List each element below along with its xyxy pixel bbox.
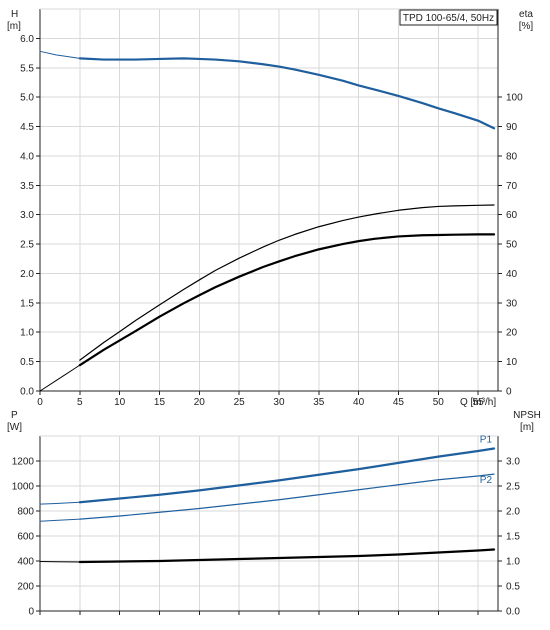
chart1-y-left-tick-label: 5.5 — [20, 63, 34, 74]
chart1-x-tick-label: 10 — [114, 397, 126, 408]
chart1-y-right-tick-label: 20 — [506, 328, 518, 339]
chart1-y-right-label: eta — [519, 9, 533, 20]
chart1-y-left-tick-label: 1.0 — [20, 328, 34, 339]
chart1-x-tick-label: 25 — [234, 397, 246, 408]
chart1-y-left-tick-label: 4.0 — [20, 151, 34, 162]
chart2-y-left-tick-label: 1000 — [12, 482, 35, 493]
chart1-x-tick-label: 20 — [194, 397, 206, 408]
chart2-series-p2-line — [79, 473, 495, 520]
chart1-x-tick-label: 5 — [77, 397, 83, 408]
chart2-series-p2-ext-line — [39, 518, 81, 522]
chart2-series-npsh-line — [78, 548, 496, 564]
chart2-y-right-tick-label: 3.0 — [506, 457, 520, 468]
chart1-y-right-tick-label: 50 — [506, 240, 518, 251]
chart1-y-left-tick-label: 2.5 — [20, 240, 34, 251]
chart2-series-label-p1: P1 — [480, 435, 493, 446]
chart2-y-left-unit: [W] — [7, 422, 22, 433]
chart-title: TPD 100-65/4, 50Hz — [403, 13, 494, 24]
chart2-plot-area — [40, 436, 498, 611]
chart2-series-label-p2: P2 — [480, 475, 493, 486]
x-axis-label: Q [m³/h] — [460, 397, 496, 408]
chart1-y-left-tick-label: 2.0 — [20, 269, 34, 280]
chart1-series-eta-2-line — [78, 233, 496, 367]
chart1-y-left-unit: [m] — [7, 21, 21, 32]
chart1-y-left-label: H — [11, 9, 18, 20]
chart1-series-eta-ext-line — [39, 364, 81, 392]
chart1-y-left-tick-label: 4.5 — [20, 122, 34, 133]
chart1-y-left-tick-label: 1.5 — [20, 298, 34, 309]
chart1-series-h-ext-line — [39, 50, 81, 59]
chart1-x-tick-label: 40 — [353, 397, 365, 408]
chart1-y-left-tick-label: 3.5 — [20, 181, 34, 192]
chart1-y-right-tick-label: 60 — [506, 210, 518, 221]
chart2-y-right-label: NPSH — [513, 410, 541, 421]
chart1-y-right-tick-label: 70 — [506, 181, 518, 192]
chart2-y-right-unit: [m] — [520, 422, 534, 433]
chart1-y-left-tick-label: 0.5 — [20, 357, 34, 368]
chart1-x-tick-label: 45 — [393, 397, 405, 408]
chart1-x-tick-label: 35 — [313, 397, 325, 408]
chart1-y-left-tick-label: 5.0 — [20, 93, 34, 104]
chart1-x-tick-label: 15 — [154, 397, 166, 408]
chart1-y-right-tick-label: 90 — [506, 122, 518, 133]
chart1-y-left-tick-label: 3.0 — [20, 210, 34, 221]
chart2-y-left-tick-label: 600 — [17, 532, 34, 543]
chart2-y-right-tick-label: 2.5 — [506, 482, 520, 493]
chart2-series-p1-line — [78, 447, 496, 504]
chart2-y-left-tick-label: 1200 — [12, 457, 35, 468]
chart1-series-eta-1-line — [79, 204, 495, 361]
chart1-x-tick-label: 0 — [37, 397, 43, 408]
chart2-y-left-label: P — [11, 410, 18, 421]
chart2-y-right-tick-label: 1.0 — [506, 557, 520, 568]
chart1-x-tick-label: 30 — [273, 397, 285, 408]
chart2-y-left-tick-label: 200 — [17, 582, 34, 593]
chart2-y-right-tick-label: 1.5 — [506, 532, 520, 543]
chart1-y-right-tick-label: 40 — [506, 269, 518, 280]
chart2-series-p1-ext-line — [39, 501, 81, 505]
chart1-x-tick-label: 55 — [473, 397, 485, 408]
chart2-y-right-tick-label: 2.0 — [506, 507, 520, 518]
chart1-plot-area — [40, 9, 498, 391]
chart2-y-right-tick-label: 0.0 — [506, 607, 520, 618]
chart1-y-right-tick-label: 10 — [506, 357, 518, 368]
chart2-y-left-tick-label: 800 — [17, 507, 34, 518]
chart1-series-h-line — [78, 57, 496, 130]
chart1-y-right-tick-label: 0 — [506, 387, 512, 398]
chart1-y-left-tick-label: 0.0 — [20, 387, 34, 398]
chart2-y-right-tick-label: 0.5 — [506, 582, 520, 593]
chart1-y-right-tick-label: 80 — [506, 151, 518, 162]
chart1-y-right-tick-label: 30 — [506, 298, 518, 309]
chart1-y-right-tick-label: 100 — [506, 93, 523, 104]
title-box — [399, 9, 498, 26]
chart1-x-tick-label: 50 — [433, 397, 445, 408]
chart2-y-left-tick-label: 0 — [28, 607, 34, 618]
chart1-y-left-tick-label: 6.0 — [20, 34, 34, 45]
chart1-y-right-unit: [%] — [519, 21, 534, 32]
chart2-series-npsh-ext-line — [39, 561, 81, 563]
chart2-y-left-tick-label: 400 — [17, 557, 34, 568]
